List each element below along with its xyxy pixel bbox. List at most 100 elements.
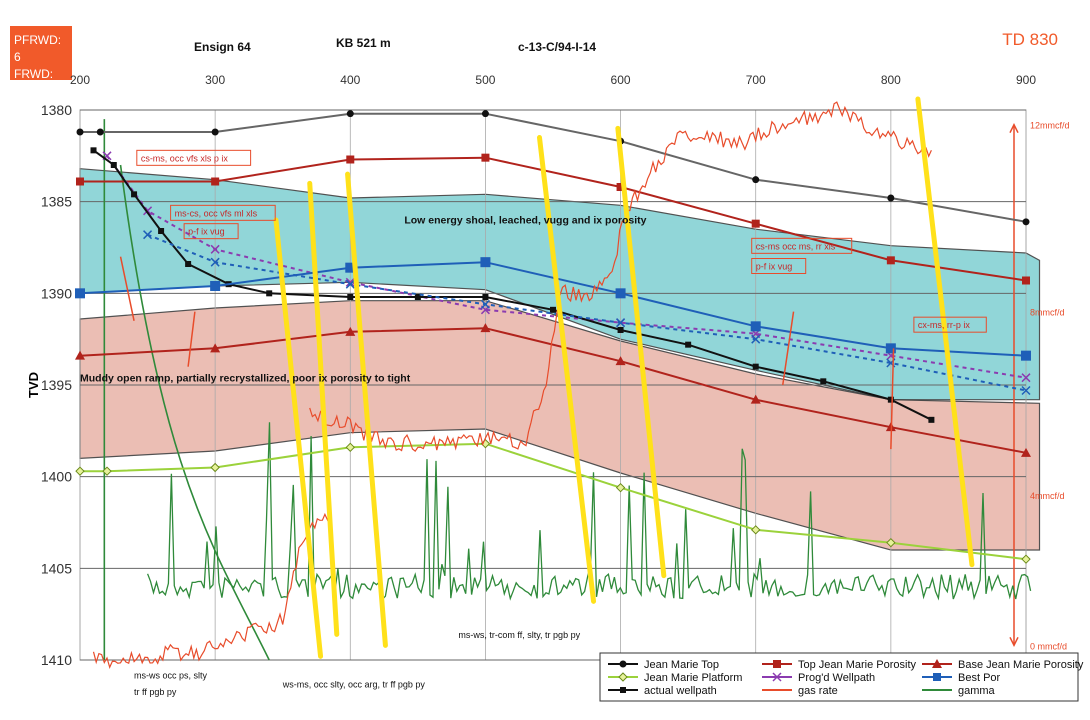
series-3-point-5 [615, 482, 626, 493]
series-5-point-4 [185, 261, 192, 267]
series-0-point-2 [211, 128, 219, 136]
x-tick-label-6: 800 [881, 73, 901, 87]
series-0-point-4 [481, 110, 489, 118]
red-marker-0 [119, 256, 135, 321]
annotation-11: ws-ms, occ slty, occ arg, tr ff pgb py [282, 680, 426, 690]
series-jean-marie-top [76, 110, 1030, 226]
series-line-4 [106, 155, 1027, 379]
y-tick-label-0: 1380 [41, 102, 72, 118]
legend-box [599, 652, 1079, 702]
series-5-point-15 [887, 396, 894, 403]
series-7-point-5 [751, 334, 761, 344]
legend-marker-4 [772, 672, 782, 682]
legend-item-4: Prog'd Wellpath [762, 672, 875, 684]
y-tick-label-6: 1410 [41, 652, 72, 668]
series-1-point-0 [76, 177, 84, 186]
td-label: TD 830 [1002, 30, 1058, 49]
annotation-box-2 [183, 223, 239, 240]
legend-item-0: Jean Marie Top [608, 659, 719, 671]
x-tick-label-3: 500 [475, 73, 495, 87]
series-7-point-3 [480, 299, 490, 309]
legend-label-2: Base Jean Marie Porosity [958, 659, 1084, 671]
annotation-3: cs-ms occ ms, rr xls [756, 241, 836, 251]
legend-marker-2 [932, 659, 942, 668]
series-line-2 [79, 327, 1027, 454]
annotation-0: cs-ms, occ vfs xls p ix [141, 153, 229, 163]
zone-0 [79, 168, 1041, 401]
y-tick-label-3: 1395 [41, 377, 72, 393]
series-5-point-0 [90, 147, 97, 154]
legend-marker-3 [618, 672, 628, 682]
series-5-point-9 [482, 294, 489, 300]
red-marker-1 [187, 311, 196, 367]
series-5-point-1 [110, 162, 117, 168]
series-5-point-16 [928, 416, 935, 423]
y-tick-label-2: 1390 [41, 285, 72, 301]
series-1-point-3 [481, 153, 490, 162]
annotation-box-1 [170, 204, 276, 221]
series-3-point-3 [345, 442, 355, 453]
header-label-kb: KB 521 m [336, 36, 391, 50]
legend-item-5: Best Por [922, 672, 1001, 684]
series-5-point-11 [617, 327, 624, 333]
fault-line-2 [345, 171, 388, 648]
legend-label-8: gamma [958, 685, 996, 697]
x-tick-label-5: 700 [746, 73, 766, 87]
badge-line-1: PFRWD: 6 [14, 33, 62, 64]
series-0-point-0 [76, 128, 84, 136]
status-badge: PFRWD: 6 FRWD: 11 [10, 26, 72, 98]
gamma-left-trace [103, 119, 270, 661]
legend-label-7: gas rate [798, 685, 838, 697]
x-tick-label-2: 400 [340, 73, 360, 87]
y-axis-label: TVD [26, 372, 41, 398]
series-7-point-0 [143, 230, 153, 240]
series-4-point-2 [210, 244, 220, 254]
x-tick-label-0: 200 [70, 73, 90, 87]
series-3-point-2 [210, 462, 220, 473]
series-2-point-4 [615, 356, 626, 366]
x-tick-label-1: 300 [205, 73, 225, 87]
series-0-point-1 [96, 128, 104, 136]
series-6-point-7 [1021, 350, 1031, 361]
annotation-5: cx-ms, rr-p ix [918, 320, 970, 330]
annotation-box-0 [136, 149, 252, 166]
legend-item-2: Base Jean Marie Porosity [922, 659, 1084, 671]
annotation-6: Low energy shoal, leached, vugg and ix p… [404, 215, 646, 227]
annotation-9: ms-ws occ ps, slty [134, 670, 208, 680]
legend-marker-1 [773, 660, 781, 668]
series-6-point-4 [615, 288, 626, 299]
red-marker-3 [890, 348, 895, 450]
y-tick-label-5: 1405 [41, 560, 72, 576]
fault-line-4 [615, 125, 667, 579]
annotation-box-4 [751, 258, 807, 274]
series-3-point-7 [886, 537, 896, 548]
fault-line-3 [536, 135, 597, 604]
series-7-point-4 [616, 318, 626, 328]
x-tick-label-7: 900 [1016, 73, 1036, 87]
x-tick-label-4: 600 [611, 73, 631, 87]
series-1-point-1 [211, 177, 220, 186]
series-5-point-3 [158, 228, 165, 234]
series-6-point-3 [480, 257, 491, 268]
series-line-9 [92, 509, 331, 670]
annotation-4: p-f ix vug [756, 262, 793, 272]
series-best-por [75, 257, 1031, 361]
series-7-point-1 [210, 257, 220, 267]
series-jean-marie-platform [75, 438, 1031, 564]
annotation-box-5 [913, 316, 987, 333]
series-7-point-7 [1021, 385, 1031, 396]
legend-label-1: Top Jean Marie Porosity [798, 659, 916, 671]
right-axis-label-3: 0 mmcf/d [1030, 641, 1067, 651]
series-5-point-6 [266, 290, 273, 297]
series-0-point-8 [1022, 218, 1030, 226]
series-5-point-7 [347, 294, 354, 300]
right-axis-label-2: 4mmcf/d [1030, 491, 1065, 501]
y-tick-label-1: 1385 [41, 194, 72, 210]
series-3-point-1 [102, 466, 112, 476]
series-gas-rate-lower [92, 509, 331, 670]
legend-item-8: gamma [922, 685, 996, 697]
annotation-7: Muddy open ramp, partially recrystallize… [80, 372, 411, 384]
legend-label-4: Prog'd Wellpath [798, 672, 875, 684]
series-5-point-12 [685, 341, 692, 348]
legend-item-3: Jean Marie Platform [608, 672, 742, 684]
